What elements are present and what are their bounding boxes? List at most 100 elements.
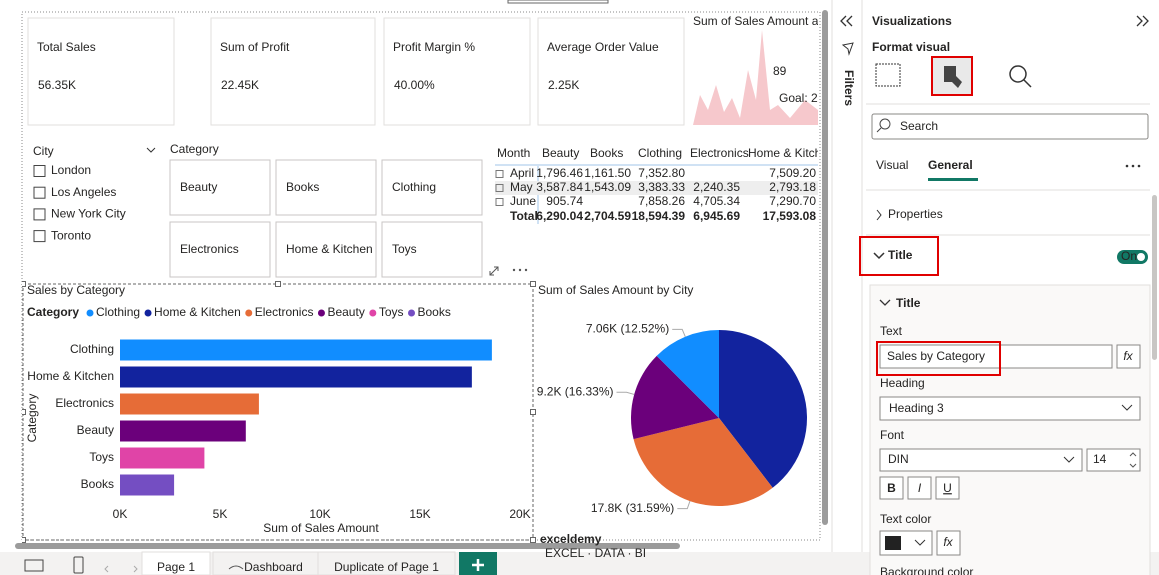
- tab[interactable]: Visual: [876, 158, 908, 172]
- checkbox[interactable]: [33, 230, 46, 243]
- fx-label[interactable]: fx: [1123, 349, 1133, 363]
- y-tick-label: Beauty: [77, 423, 114, 437]
- slicer-item[interactable]: London: [51, 163, 91, 177]
- tile[interactable]: [169, 221, 271, 278]
- font-dropdown[interactable]: [879, 448, 1083, 472]
- pane-scrollbar[interactable]: [1152, 195, 1157, 360]
- slicer-item[interactable]: New York City: [51, 207, 126, 221]
- expand-button[interactable]: [495, 198, 504, 206]
- more-options[interactable]: [524, 268, 528, 272]
- toggle-label[interactable]: On: [1121, 249, 1137, 263]
- matrix-row-label: June: [510, 194, 536, 208]
- h-scrollbar[interactable]: [15, 543, 680, 549]
- analytics-icon[interactable]: [1009, 65, 1027, 83]
- slicer-item[interactable]: Toronto: [51, 228, 91, 242]
- heading-dropdown[interactable]: [879, 396, 1141, 421]
- style-button[interactable]: [879, 476, 904, 500]
- tile[interactable]: [275, 159, 377, 216]
- checkbox[interactable]: [33, 186, 46, 199]
- tile-label[interactable]: Clothing: [392, 180, 436, 194]
- pie-slice[interactable]: [656, 330, 719, 418]
- mobile-icon[interactable]: [73, 556, 84, 574]
- y-tick-label: Electronics: [55, 396, 114, 410]
- pie-slice[interactable]: [633, 418, 773, 506]
- spinner[interactable]: [1129, 452, 1137, 468]
- tile[interactable]: [275, 221, 377, 278]
- expand-button[interactable]: [495, 184, 504, 192]
- section-label[interactable]: Title: [888, 248, 913, 262]
- fx-label[interactable]: fx: [943, 535, 953, 549]
- resize-handle[interactable]: [275, 281, 281, 287]
- pie-slice[interactable]: [719, 330, 807, 488]
- style-button[interactable]: [907, 476, 932, 500]
- bar[interactable]: [120, 339, 492, 361]
- v-scrollbar[interactable]: [822, 10, 828, 525]
- desktop-icon[interactable]: [24, 559, 44, 572]
- resize-handle[interactable]: [530, 537, 536, 543]
- bar[interactable]: [120, 393, 259, 415]
- x-tick-label: 15K: [409, 507, 430, 521]
- more-options[interactable]: [518, 268, 522, 272]
- input-value[interactable]: Sales by Category: [887, 349, 985, 363]
- resize-handle[interactable]: [21, 537, 26, 543]
- resize-handle[interactable]: [21, 281, 26, 287]
- leader-line: [616, 391, 635, 395]
- slicer-item[interactable]: Los Angeles: [51, 185, 116, 199]
- tile[interactable]: [169, 159, 271, 216]
- page-tab-label[interactable]: Dashboard: [244, 560, 303, 574]
- search-placeholder[interactable]: Search: [900, 119, 938, 133]
- matrix-cell: 17,593.08: [763, 209, 817, 223]
- build-visual-icon[interactable]: [875, 63, 901, 87]
- toggle-knob: [1137, 253, 1145, 261]
- checkbox[interactable]: [33, 165, 46, 177]
- style-label[interactable]: U: [943, 481, 952, 495]
- search-box[interactable]: [871, 113, 1149, 140]
- page-tab-label[interactable]: Duplicate of Page 1: [334, 560, 439, 574]
- matrix-cell: 3,383.33: [638, 180, 685, 194]
- style-button[interactable]: [935, 476, 960, 500]
- tile[interactable]: [381, 221, 483, 278]
- resize-handle[interactable]: [21, 409, 26, 415]
- bar[interactable]: [120, 420, 246, 442]
- expand-pane[interactable]: [1136, 15, 1149, 27]
- text-input[interactable]: [879, 344, 1113, 369]
- bar[interactable]: [120, 366, 472, 388]
- dropdown-value[interactable]: Heading 3: [889, 401, 944, 415]
- tile-label[interactable]: Books: [286, 180, 319, 194]
- section-label[interactable]: Properties: [888, 207, 943, 221]
- tab[interactable]: General: [928, 158, 973, 172]
- style-label[interactable]: B: [887, 481, 896, 495]
- tile-label[interactable]: Home & Kitchen: [286, 242, 373, 256]
- fx-button[interactable]: [1116, 344, 1141, 369]
- fx-button[interactable]: [936, 530, 961, 556]
- dropdown-value[interactable]: DIN: [888, 452, 909, 466]
- collapse-filters[interactable]: [840, 15, 853, 27]
- tile-label[interactable]: Beauty: [180, 180, 217, 194]
- data-label: 9.2K (16.33%): [537, 384, 614, 398]
- page-tab-label[interactable]: Page 1: [157, 560, 195, 574]
- font-size-input[interactable]: [1086, 448, 1141, 472]
- filters-label[interactable]: Filters: [842, 70, 856, 106]
- checkbox[interactable]: [33, 208, 46, 221]
- slicer-title: City: [33, 144, 54, 158]
- expand-icon[interactable]: [489, 266, 499, 276]
- tile-label[interactable]: Toys: [392, 242, 417, 256]
- page-tab[interactable]: [317, 551, 456, 575]
- bar[interactable]: [120, 447, 205, 469]
- matrix-cell: 7,290.70: [769, 194, 816, 208]
- more-options[interactable]: [1125, 164, 1141, 168]
- expand-button[interactable]: [495, 170, 504, 178]
- tile-label[interactable]: Electronics: [180, 242, 239, 256]
- resize-handle[interactable]: [530, 281, 536, 287]
- tile[interactable]: [381, 159, 483, 216]
- bar[interactable]: [120, 474, 175, 496]
- page-tab[interactable]: [141, 551, 211, 575]
- y-tick-label: Clothing: [70, 342, 114, 356]
- page-arrows[interactable]: [104, 565, 138, 573]
- font-size-value[interactable]: 14: [1093, 452, 1107, 466]
- more-options[interactable]: [512, 268, 516, 272]
- pie-slice[interactable]: [631, 355, 719, 440]
- style-label[interactable]: I: [918, 481, 922, 495]
- format-visual-button[interactable]: [931, 56, 973, 96]
- resize-handle[interactable]: [530, 409, 536, 415]
